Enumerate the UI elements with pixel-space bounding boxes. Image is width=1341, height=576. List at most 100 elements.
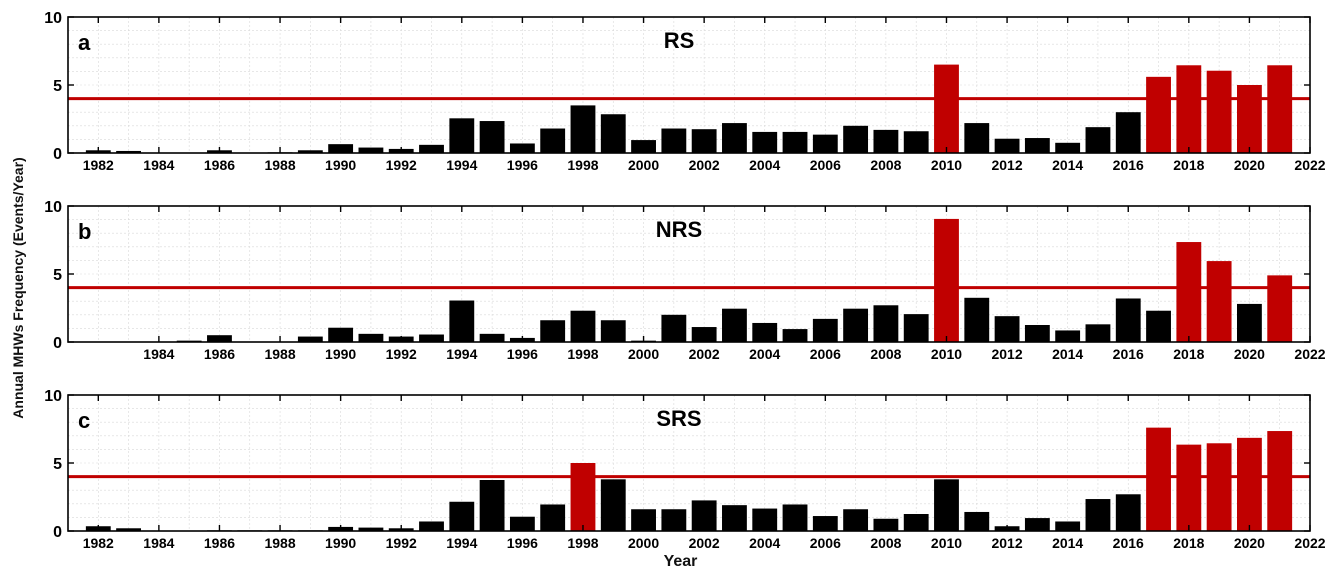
x-tick-label: 2014 [1052, 535, 1083, 551]
x-tick-label: 2006 [810, 157, 841, 173]
y-tick-label: 5 [53, 267, 62, 284]
x-tick-label: 2010 [931, 157, 962, 173]
bar-2018 [1176, 444, 1202, 531]
x-tick-label: 2006 [810, 346, 841, 362]
x-tick-label: 2016 [1113, 535, 1144, 551]
bar-2005 [782, 504, 808, 531]
x-tick-label: 2012 [991, 346, 1022, 362]
bar-2013 [1024, 518, 1050, 531]
y-tick-label: 10 [44, 199, 62, 216]
x-tick-label: 2018 [1173, 346, 1204, 362]
bar-2010 [934, 479, 959, 531]
bar-2011 [964, 511, 990, 531]
bar-2001 [661, 509, 687, 531]
bar-1998 [570, 463, 596, 531]
bar-1993 [419, 144, 444, 153]
x-tick-label: 1994 [446, 535, 477, 551]
bar-2015 [1085, 499, 1111, 531]
y-tick-label: 5 [53, 78, 62, 95]
x-tick-label: 2000 [628, 346, 659, 362]
bar-1999 [600, 479, 626, 531]
bar-2001 [661, 128, 687, 153]
bar-2021 [1267, 275, 1293, 342]
x-tick-label: 2020 [1234, 346, 1265, 362]
x-tick-label: 1982 [83, 535, 114, 551]
x-tick-label: 1984 [143, 157, 174, 173]
x-tick-label: 1990 [325, 535, 356, 551]
bar-2010 [934, 218, 959, 342]
bar-2000 [631, 140, 656, 153]
x-tick-label: 1996 [507, 346, 538, 362]
bar-2015 [1085, 324, 1111, 342]
x-tick-label: 1988 [264, 157, 295, 173]
bar-2001 [661, 314, 687, 342]
x-tick-label: 2010 [931, 535, 962, 551]
bar-2000 [631, 509, 656, 531]
bar-2006 [812, 516, 838, 531]
x-tick-label: 1996 [507, 535, 538, 551]
x-tick-label: 2008 [870, 346, 901, 362]
bar-1995 [479, 121, 505, 153]
bar-1991 [358, 527, 384, 531]
x-tick-label: 2008 [870, 157, 901, 173]
x-tick-label: 2018 [1173, 535, 1204, 551]
bar-2007 [843, 125, 869, 153]
x-tick-label: 2022 [1294, 346, 1325, 362]
bar-2011 [964, 297, 990, 342]
bar-2008 [873, 305, 899, 342]
bar-2003 [722, 308, 747, 342]
bar-2011 [964, 123, 990, 153]
bar-1991 [358, 147, 384, 153]
bar-2006 [812, 318, 838, 342]
x-tick-label: 2000 [628, 535, 659, 551]
x-tick-label: 2022 [1294, 157, 1325, 173]
bar-2017 [1146, 310, 1171, 342]
x-axis-title: Year [663, 553, 698, 570]
bar-2009 [903, 131, 929, 153]
panel-letter: a [78, 30, 91, 55]
bar-2005 [782, 329, 808, 342]
x-tick-label: 2012 [991, 535, 1022, 551]
x-tick-label: 1986 [204, 157, 235, 173]
bar-2006 [812, 134, 838, 153]
x-tick-label: 2014 [1052, 157, 1083, 173]
x-tick-label: 2002 [689, 346, 720, 362]
bar-1999 [600, 114, 626, 153]
x-tick-label: 1998 [567, 157, 598, 173]
x-tick-label: 1994 [446, 346, 477, 362]
bar-2012 [994, 138, 1020, 153]
y-tick-label: 5 [53, 456, 62, 473]
x-tick-label: 1994 [446, 157, 477, 173]
y-tick-label: 0 [53, 524, 62, 541]
y-tick-label: 10 [44, 388, 62, 405]
x-tick-label: 1998 [567, 346, 598, 362]
y-axis-title: Annual MHWs Frequency (Events/Year) [10, 157, 26, 419]
panel-letter: c [78, 408, 90, 433]
x-tick-label: 2002 [689, 157, 720, 173]
x-tick-label: 2018 [1173, 157, 1204, 173]
x-tick-label: 1982 [83, 157, 114, 173]
bar-1989 [297, 336, 323, 342]
bar-2003 [722, 123, 747, 153]
bar-2010 [934, 64, 959, 153]
x-tick-label: 2016 [1113, 346, 1144, 362]
bar-2007 [843, 509, 869, 531]
panel-letter: b [78, 219, 91, 244]
bar-2020 [1236, 437, 1262, 531]
x-tick-label: 2012 [991, 157, 1022, 173]
bar-1996 [509, 516, 535, 531]
bar-2008 [873, 518, 899, 531]
bar-1997 [540, 504, 566, 531]
x-tick-label: 2010 [931, 346, 962, 362]
bar-2002 [691, 129, 717, 153]
bar-1993 [419, 334, 444, 342]
panel-title: RS [664, 28, 695, 53]
x-tick-label: 2022 [1294, 535, 1325, 551]
bar-1989 [297, 150, 323, 153]
x-tick-label: 2006 [810, 535, 841, 551]
panel-title: SRS [656, 406, 701, 431]
x-tick-label: 1988 [264, 535, 295, 551]
x-tick-label: 1988 [264, 346, 295, 362]
x-tick-label: 1990 [325, 157, 356, 173]
